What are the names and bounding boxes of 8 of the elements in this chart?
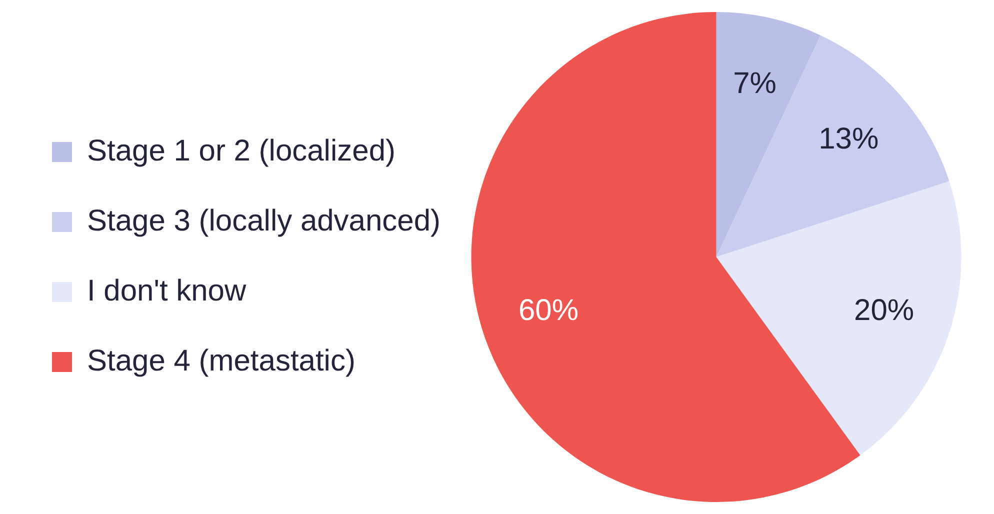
data-label: 13% bbox=[818, 122, 879, 156]
data-label: 20% bbox=[854, 294, 914, 327]
data-label: 60% bbox=[518, 294, 579, 327]
data-label: 7% bbox=[733, 67, 776, 100]
legend-label: Stage 3 (locally advanced) bbox=[87, 204, 441, 238]
legend-label: Stage 1 or 2 (localized) bbox=[87, 134, 396, 168]
legend-label: I don't know bbox=[87, 274, 246, 308]
legend-label: Stage 4 (metastatic) bbox=[87, 344, 356, 378]
